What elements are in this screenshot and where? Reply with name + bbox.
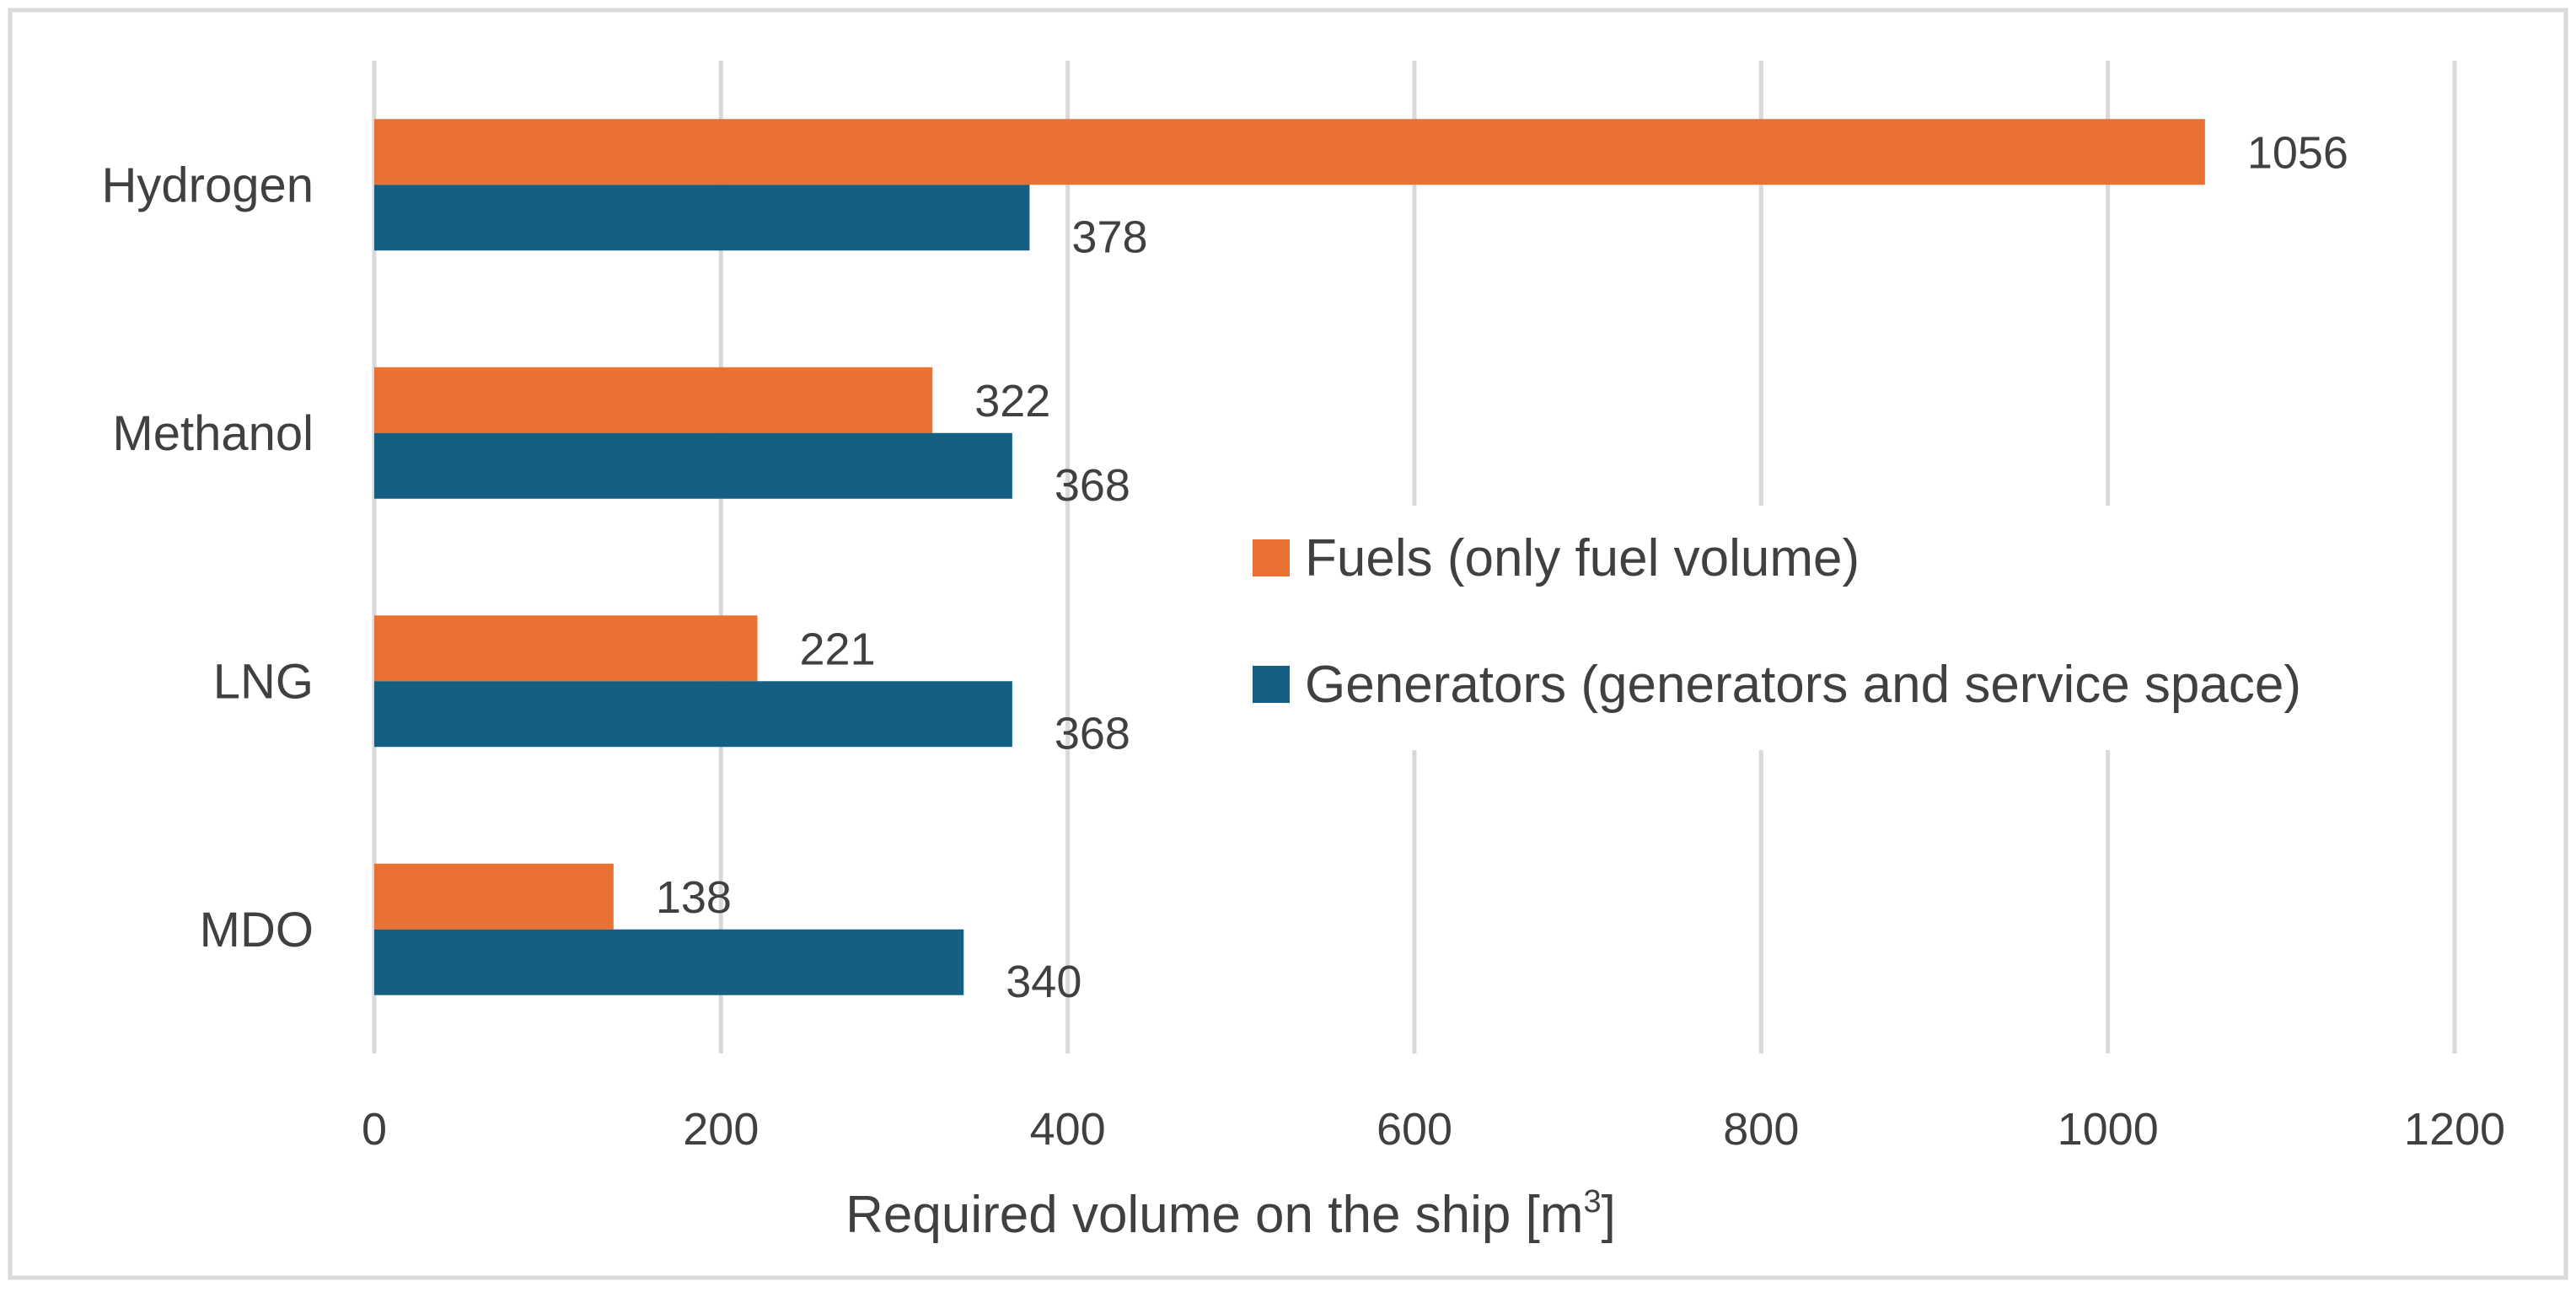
- bar-mdo-generators: [374, 929, 964, 995]
- legend-background: [1239, 506, 2385, 750]
- bar-methanol-generators: [374, 432, 1012, 499]
- x-axis-title-main: Required volume on the ship [m: [845, 1186, 1583, 1244]
- category-label-methanol: Methanol: [112, 406, 314, 461]
- data-label-lng-fuels: 221: [800, 624, 876, 674]
- x-axis-title: Required volume on the ship [m3]: [845, 1184, 1616, 1244]
- x-axis-title-superscript: 3: [1583, 1184, 1601, 1220]
- legend-swatch-generators: [1253, 666, 1290, 703]
- legend-label-fuels: Fuels (only fuel volume): [1305, 529, 1860, 587]
- category-label-mdo: MDO: [200, 903, 314, 957]
- data-label-hydrogen-generators: 378: [1071, 212, 1147, 262]
- x-tick-label-400: 400: [1030, 1104, 1106, 1155]
- bar-lng-generators: [374, 681, 1012, 748]
- category-label-hydrogen: Hydrogen: [102, 158, 314, 212]
- bar-hydrogen-generators: [374, 185, 1030, 251]
- bar-lng-fuels: [374, 615, 758, 682]
- data-label-mdo-generators: 340: [1006, 957, 1081, 1007]
- data-label-methanol-fuels: 322: [974, 376, 1050, 426]
- data-label-methanol-generators: 368: [1055, 460, 1130, 511]
- x-tick-label-1200: 1200: [2404, 1104, 2505, 1155]
- bar-mdo-fuels: [374, 863, 614, 930]
- x-tick-label-200: 200: [683, 1104, 759, 1155]
- legend-label-generators: Generators (generators and service space…: [1305, 656, 2301, 714]
- bar-hydrogen-fuels: [374, 119, 2205, 185]
- legend: Fuels (only fuel volume) Generators (gene…: [1239, 506, 2385, 750]
- data-label-hydrogen-fuels: 1056: [2247, 127, 2348, 178]
- category-label-lng: LNG: [213, 654, 314, 709]
- bars: [374, 119, 2205, 995]
- category-axis: Hydrogen Methanol LNG MDO: [102, 158, 314, 957]
- data-label-mdo-fuels: 138: [656, 872, 732, 923]
- value-axis: 0 200 400 600 800 1000 1200: [362, 1104, 2505, 1155]
- x-tick-label-800: 800: [1723, 1104, 1799, 1155]
- x-tick-label-1000: 1000: [2058, 1104, 2159, 1155]
- x-tick-label-0: 0: [362, 1104, 387, 1155]
- x-axis-title-end: ]: [1602, 1186, 1616, 1244]
- x-tick-label-600: 600: [1377, 1104, 1452, 1155]
- bar-methanol-fuels: [374, 367, 933, 433]
- legend-swatch-fuels: [1253, 539, 1290, 576]
- data-label-lng-generators: 368: [1055, 708, 1130, 759]
